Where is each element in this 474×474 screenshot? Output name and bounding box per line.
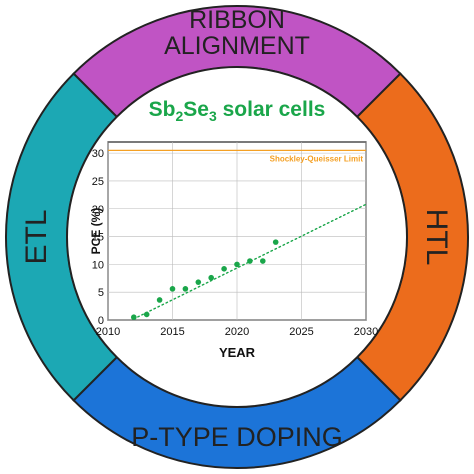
- center-title: Sb2Se3 solar cells: [149, 98, 326, 124]
- data-point: [131, 314, 137, 321]
- data-point: [195, 279, 202, 285]
- y-tick-label: 0: [98, 315, 104, 327]
- y-tick-label: 15: [92, 232, 104, 244]
- title-part-se: Se: [183, 98, 209, 121]
- trendline: [133, 203, 367, 320]
- data-point: [247, 258, 253, 264]
- x-tick-label: 2025: [289, 326, 313, 338]
- htl-label: HTL: [420, 209, 453, 266]
- x-tick-label: 2010: [96, 326, 120, 338]
- y-axis-label: PCE (%): [89, 208, 103, 255]
- p-type-doping-label: P-TYPE DOPING: [131, 422, 343, 452]
- y-tick-label: 25: [92, 176, 104, 188]
- data-point: [234, 261, 240, 268]
- title-subscript-3: 3: [209, 108, 217, 124]
- data-point: [156, 297, 163, 303]
- data-point: [208, 274, 214, 281]
- y-tick-label: 5: [98, 287, 104, 299]
- y-tick-label: 10: [92, 259, 104, 271]
- x-tick-label: 2030: [354, 326, 378, 338]
- ribbon-label-line1: RIBBON: [189, 6, 285, 34]
- y-tick-label: 30: [92, 148, 104, 160]
- x-tick-label: 2020: [225, 326, 249, 338]
- x-axis-label: YEAR: [219, 345, 256, 360]
- title-part-sb: Sb: [149, 98, 176, 121]
- title-subscript-2: 2: [175, 108, 183, 124]
- shockley-queisser-label: Shockley-Queisser Limit: [270, 154, 364, 163]
- title-part-suffix: solar cells: [217, 98, 326, 121]
- x-tick-label: 2015: [160, 326, 184, 338]
- etl-label: ETL: [20, 209, 53, 264]
- outer-ring: [5, 5, 469, 469]
- data-point: [272, 239, 279, 245]
- ribbon-label-line2: ALIGNMENT: [164, 32, 310, 60]
- data-point: [260, 258, 266, 264]
- data-point: [143, 311, 150, 318]
- y-tick-label: 20: [92, 204, 104, 216]
- data-point: [169, 286, 176, 292]
- chart-points: [131, 239, 279, 321]
- data-point: [182, 286, 189, 292]
- data-point: [221, 266, 227, 272]
